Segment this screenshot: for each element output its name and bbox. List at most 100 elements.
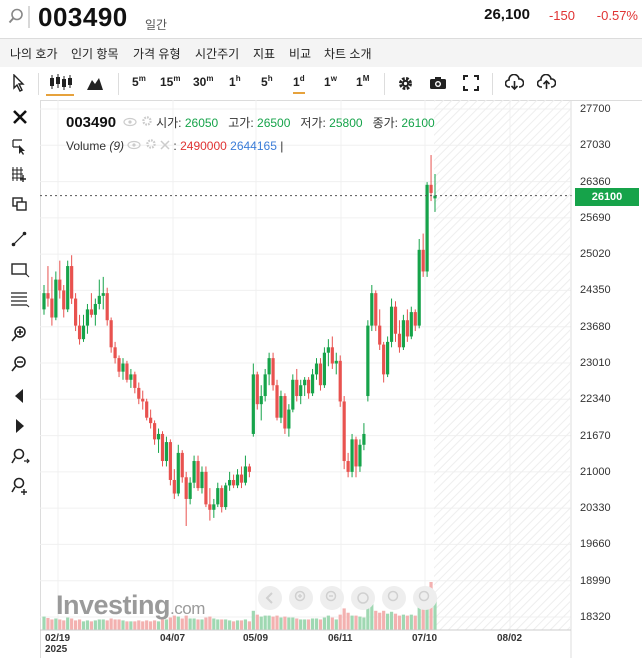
candle-body xyxy=(307,379,311,394)
y-tick-label: 27030 xyxy=(580,139,611,152)
candle-body xyxy=(310,374,315,394)
volume-bar xyxy=(196,619,200,630)
upload-icon[interactable] xyxy=(537,74,556,91)
y-tick-label: 23010 xyxy=(580,357,611,369)
watermark-logo: Investing.com xyxy=(56,590,205,621)
zoom-out-icon[interactable] xyxy=(320,586,344,610)
volume-bar xyxy=(220,619,224,630)
search-icon[interactable] xyxy=(8,8,24,24)
measure-icon[interactable] xyxy=(413,586,437,610)
candle-body xyxy=(216,488,220,505)
price-change: -150 xyxy=(548,8,575,23)
candle-body xyxy=(303,379,307,386)
candle-body xyxy=(196,461,200,489)
price-change-percent: -0.57% xyxy=(596,8,638,23)
timeframe-15m[interactable]: 15m xyxy=(160,74,181,89)
menu-chart-intro[interactable]: 차트 소개 xyxy=(324,47,372,61)
trendline-icon[interactable] xyxy=(10,230,30,248)
close-icon[interactable] xyxy=(160,140,170,150)
volume-bar xyxy=(208,616,212,630)
candle-body xyxy=(188,482,192,499)
timeframe-1M[interactable]: 1M xyxy=(356,74,370,89)
zoom-in-icon[interactable] xyxy=(10,325,30,343)
close-value: 26100 xyxy=(401,116,435,130)
gear-icon[interactable] xyxy=(145,138,157,150)
layers-icon[interactable] xyxy=(10,195,30,213)
scroll-right-icon[interactable] xyxy=(10,417,30,435)
volume-bar xyxy=(354,615,358,630)
cursor-icon[interactable] xyxy=(12,74,26,92)
volume-bar xyxy=(307,619,311,630)
candle-body xyxy=(117,358,121,372)
menu-my-quotes[interactable]: 나의 호가 xyxy=(10,47,58,61)
candle-body xyxy=(172,479,176,494)
fibonacci-icon[interactable] xyxy=(10,290,30,308)
rectangle-icon[interactable] xyxy=(10,260,30,278)
volume-bar xyxy=(310,618,315,630)
candle-body xyxy=(54,279,58,318)
close-icon[interactable] xyxy=(10,108,30,126)
top-bar: 003490 일간 26,100 -150 -0.57% xyxy=(0,0,642,36)
volume-bar xyxy=(180,618,184,630)
timeframe-5m[interactable]: 5m xyxy=(132,74,146,89)
candle-body xyxy=(192,461,196,483)
candle-body xyxy=(231,479,236,486)
candle-body xyxy=(255,374,259,405)
volume-bar xyxy=(70,618,74,630)
timeframe-1d[interactable]: 1d xyxy=(293,74,305,94)
menu-indicators[interactable]: 지표 xyxy=(253,47,276,61)
timeframe-30m[interactable]: 30m xyxy=(193,74,214,89)
volume-bar xyxy=(231,621,236,630)
volume-bar xyxy=(358,616,362,630)
chevron-left-icon[interactable] xyxy=(258,586,282,610)
zoom-out-icon[interactable] xyxy=(10,355,30,373)
gear-icon[interactable] xyxy=(397,75,414,92)
menu-price-type[interactable]: 가격 유형 xyxy=(133,47,181,61)
candle-body xyxy=(164,442,169,462)
camera-icon[interactable] xyxy=(429,76,447,90)
volume-bar xyxy=(350,615,354,630)
timeframe-1h[interactable]: 1h xyxy=(229,74,241,89)
volume-bar xyxy=(85,620,90,630)
volume-bar xyxy=(433,596,437,630)
zoom-in-icon[interactable] xyxy=(289,586,313,610)
candle-body xyxy=(176,452,180,494)
gear-icon[interactable] xyxy=(141,115,153,127)
high-label: 고가: xyxy=(228,116,254,130)
volume-bar xyxy=(129,621,133,630)
reset-icon[interactable] xyxy=(351,586,375,610)
magnet-icon[interactable] xyxy=(10,447,30,465)
volume-bar xyxy=(137,620,141,630)
magnet-icon[interactable] xyxy=(382,586,406,610)
volume-bar xyxy=(397,615,402,630)
area-chart-icon[interactable] xyxy=(86,75,104,91)
menu-compare[interactable]: 비교 xyxy=(289,47,312,61)
volume-bar xyxy=(152,620,157,630)
measure-icon[interactable] xyxy=(10,477,30,495)
fullscreen-icon[interactable] xyxy=(463,75,479,91)
timeframe-1w[interactable]: 1w xyxy=(324,74,337,89)
download-icon[interactable] xyxy=(505,74,524,91)
volume-bar xyxy=(97,619,101,630)
x-tick-label: 02/19 2025 xyxy=(45,633,71,655)
menu-popular-items[interactable]: 인기 항목 xyxy=(71,47,119,61)
candle-body xyxy=(370,293,374,326)
candle-body xyxy=(386,341,390,375)
candlestick-icon[interactable] xyxy=(46,72,74,96)
volume-bar xyxy=(314,618,319,630)
scroll-left-icon[interactable] xyxy=(10,387,30,405)
candle-body xyxy=(81,325,86,340)
volume-bar xyxy=(342,608,346,630)
candle-body xyxy=(212,504,216,510)
candle-body xyxy=(366,325,370,397)
volume-bar xyxy=(184,615,188,630)
eye-icon[interactable] xyxy=(127,140,141,150)
candle-body xyxy=(243,466,248,483)
menu-timeframe[interactable]: 시간주기 xyxy=(195,47,240,61)
timeframe-5h[interactable]: 5h xyxy=(261,74,273,89)
future-area xyxy=(434,100,570,630)
eye-icon[interactable] xyxy=(123,117,138,127)
cursor-cross-icon[interactable] xyxy=(10,137,30,155)
crosshair-icon[interactable] xyxy=(10,165,30,183)
